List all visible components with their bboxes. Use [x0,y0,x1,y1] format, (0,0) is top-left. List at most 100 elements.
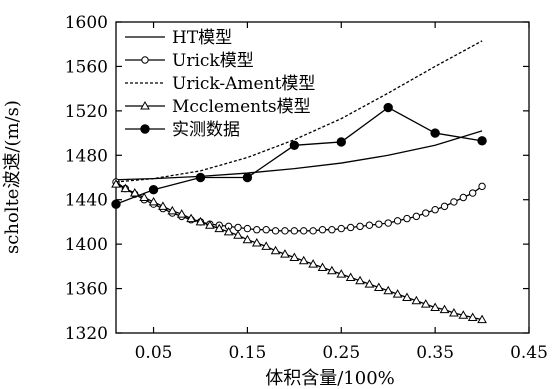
series-1-point-39 [478,182,486,191]
series-1-line [115,181,483,232]
series-2-line [115,40,483,183]
series-3-point-27 [364,279,375,288]
series-1-point-18 [281,227,289,235]
series-1 [112,178,486,235]
series-4-point-4 [289,140,300,150]
series-3-point-30 [392,289,403,298]
series-3-point-31 [402,292,412,301]
series-1-point-28 [375,220,383,228]
series-4-point-3 [242,172,253,183]
series-3-point-3 [139,192,150,201]
series-1-point-32 [412,212,421,221]
series-0-line [115,130,483,181]
series-1-point-33 [422,209,430,217]
series-3-point-5 [158,201,168,210]
series-3-point-8 [186,213,196,223]
y-tick-label-3: 1440 [65,191,108,211]
series-1-point-24 [337,224,345,233]
series-1-point-16 [262,226,270,234]
series-3-point-11 [214,223,225,233]
series-layer [111,40,487,324]
y-tick-label-1: 1360 [65,280,108,300]
series-3-point-13 [233,230,243,239]
series-1-point-13 [234,223,242,232]
series-3-point-18 [280,249,290,258]
series-4-point-8 [477,136,487,146]
y-tick-label-4: 1480 [65,146,108,166]
series-1-point-31 [403,214,411,223]
series-1-point-35 [440,202,449,211]
series-3-point-20 [298,255,309,265]
series-3-point-22 [317,262,328,271]
series-1-point-19 [290,227,299,235]
series-1-point-34 [431,206,439,214]
series-3-line [115,183,483,321]
series-1-point-26 [356,222,364,231]
series-3-point-26 [355,275,365,285]
legend-label-0: HT模型 [172,28,232,48]
series-1-point-25 [346,223,355,232]
series-2 [115,40,483,183]
series-3-point-21 [308,259,318,268]
series-1-point-22 [318,226,327,234]
x-tick-label-2: 0.25 [322,343,360,363]
y-tick-label-7: 1600 [65,13,108,33]
x-tick-label-4: 0.45 [510,343,548,363]
series-3-point-33 [420,299,431,308]
series-3-point-37 [458,310,469,319]
series-4-point-6 [383,102,393,113]
series-3-point-6 [167,205,178,215]
series-1-point-38 [468,189,477,197]
legend-label-1: Urick模型 [172,51,254,71]
series-4-point-2 [195,172,206,183]
y-tick-label-0: 1320 [65,324,108,344]
y-tick-label-2: 1400 [65,235,108,255]
legend-marker-4 [140,124,150,134]
legend-label-3: Mcclements模型 [172,97,311,117]
y-tick-label-5: 1520 [65,102,108,122]
series-3-point-2 [129,188,140,197]
series-1-point-29 [384,219,392,227]
series-3-point-23 [327,265,337,275]
series-3-point-14 [242,234,253,244]
legend-label-2: Urick-Ament模型 [172,74,315,94]
series-4-point-7 [430,128,440,138]
x-tick-label-3: 0.35 [416,343,454,363]
series-4-point-0 [111,199,121,209]
series-1-point-36 [450,198,458,206]
series-3-point-10 [205,220,215,229]
series-3-point-25 [345,272,356,281]
series-3-point-28 [373,282,384,291]
y-tick-label-6: 1560 [65,57,108,77]
x-tick-label-0: 0.05 [135,343,173,363]
series-4 [111,102,487,209]
series-3-point-34 [430,302,440,311]
series-1-point-23 [328,226,336,234]
series-1-point-17 [271,227,280,235]
series-3-point-39 [477,314,487,324]
plot-frame [115,21,530,334]
series-1-point-20 [300,227,308,235]
tick-labels: 0.05 0.15 0.25 0.35 0.45 1320 1360 1400 1440 1480… [65,13,548,363]
series-0 [115,130,483,181]
series-3-point-7 [176,209,187,218]
series-3-point-16 [261,241,272,250]
series-1-point-15 [253,226,261,234]
series-3-point-17 [270,245,281,255]
series-3-point-12 [223,226,234,236]
series-4-point-1 [148,185,159,195]
series-3-point-24 [336,269,347,278]
series-3-point-9 [195,216,206,226]
series-3 [111,179,487,324]
y-axis-label: scholte波速/(m/s) [2,100,23,254]
series-3-point-32 [411,295,422,305]
legend-label-4: 实测数据 [172,120,240,140]
series-1-point-30 [393,217,402,225]
series-3-point-29 [383,285,394,295]
series-3-point-15 [251,238,262,247]
legend-marker-3 [140,100,150,110]
series-1-point-14 [243,224,252,233]
series-4-point-5 [336,137,346,147]
